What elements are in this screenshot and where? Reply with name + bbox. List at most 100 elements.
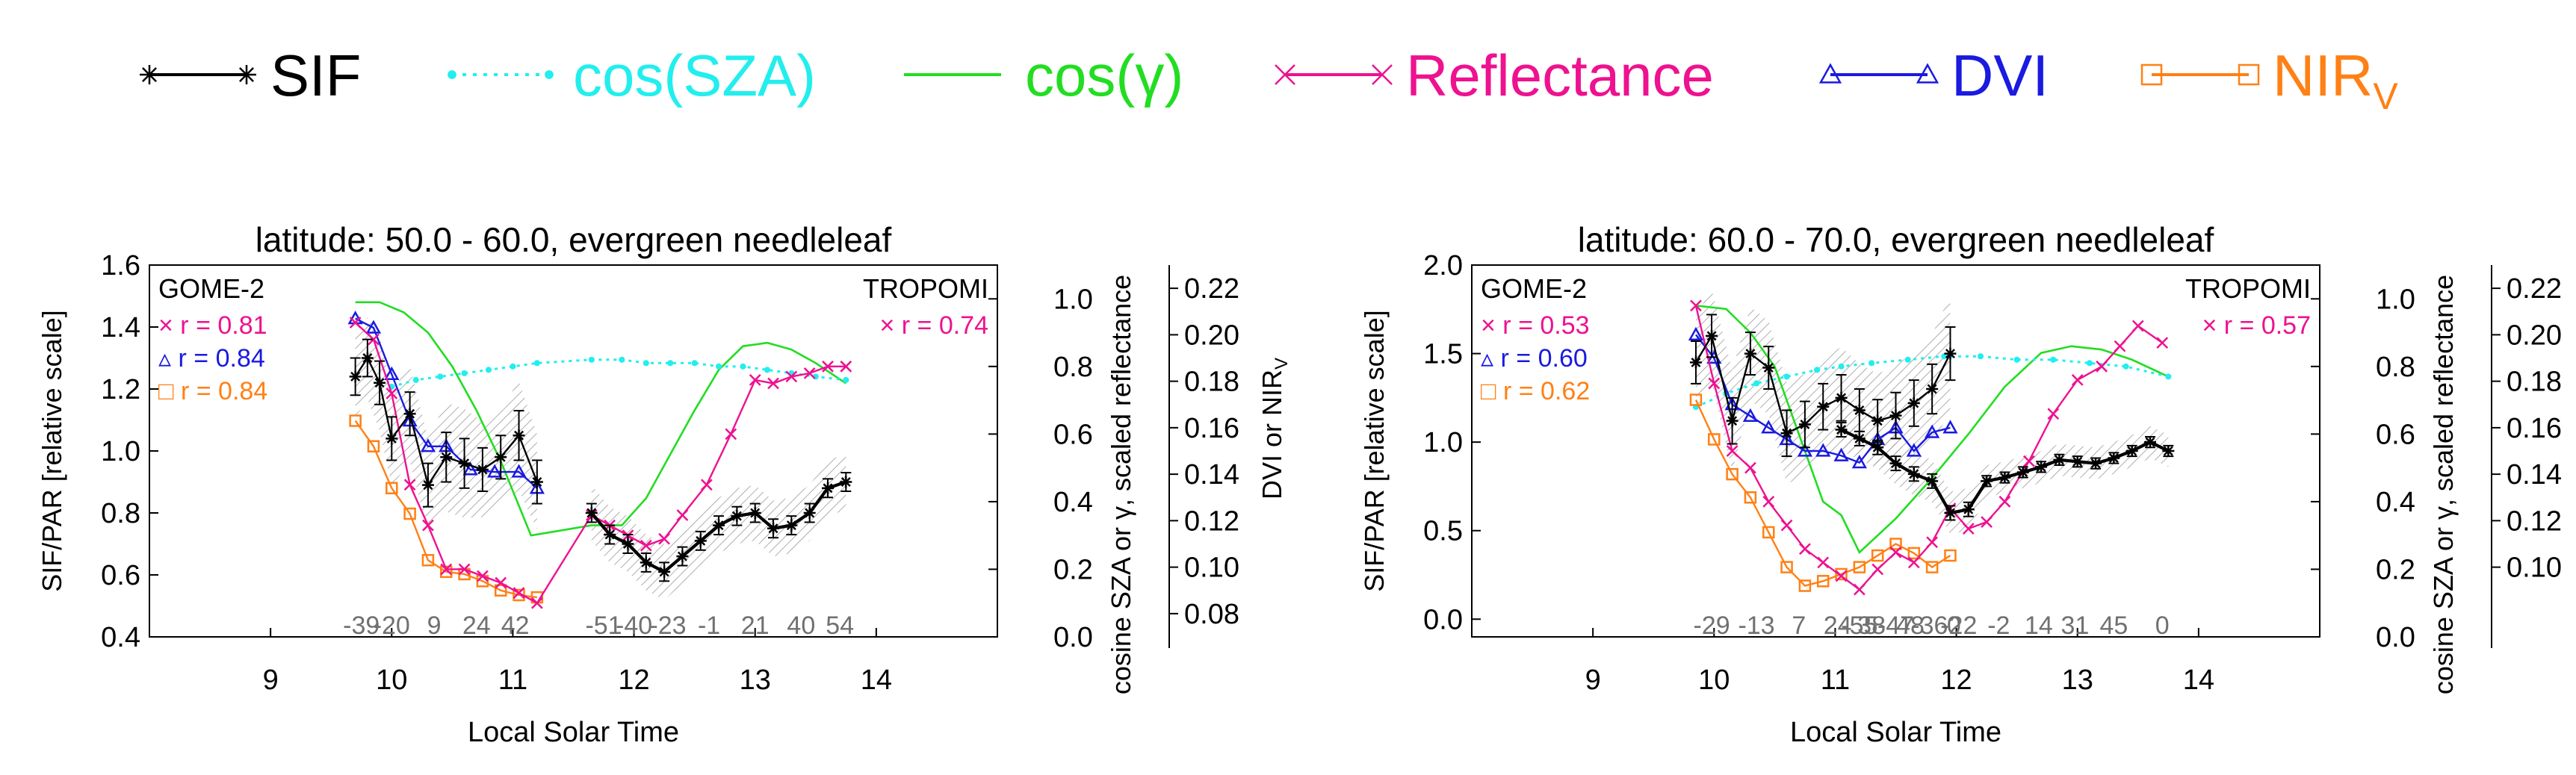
nirv-series-point — [421, 554, 435, 567]
uncertainty-band — [1841, 408, 2169, 535]
legend-marker-start — [140, 65, 159, 84]
x-tick-label: 13 — [740, 664, 771, 696]
correlation-label: □ r = 0.62 — [1481, 377, 1590, 405]
legend-label: DVI — [1951, 43, 2049, 108]
gamma-annotation: -55 — [1841, 611, 1877, 640]
nirv-series-point — [1944, 549, 1957, 562]
chart-panel-right: 9 10 11 12 13 14 Local Solar Time 0.0 0.5 1.0 1.5 2… — [1359, 220, 2562, 748]
y-axis-label: SIF/PAR [relative scale] — [1359, 310, 1390, 591]
cos-gamma-series-line — [1695, 305, 2169, 554]
reflectance-series-point — [2131, 320, 2144, 332]
reflectance-series-point — [1708, 377, 1721, 390]
cos-sza-series-point — [843, 376, 849, 383]
legend-marker-end — [545, 70, 554, 79]
reflectance-series-point — [1926, 536, 1939, 549]
cos-sza-series-point — [1783, 373, 1790, 380]
reflectance-series-point — [2096, 360, 2108, 373]
dvi-series-point — [1797, 443, 1813, 457]
legend-item-dvi: DVI — [1818, 43, 2049, 108]
gamma-annotations: -29 -13 7 24 38 48 0 -55 -47-36-22 -2 14 31 45 0 — [1693, 611, 2169, 640]
nirv-series-point — [494, 584, 507, 597]
sif-gome2-series-points-point — [458, 457, 471, 470]
y-axis-cosine: 0.0 0.2 0.4 0.6 0.8 1.0 cosine SZA or γ, scale… — [2311, 275, 2459, 694]
reflectance-series-point — [1799, 543, 1811, 555]
y2-tick-label: 0.0 — [2376, 622, 2415, 653]
x-tick-label: 12 — [618, 664, 649, 696]
sif-gome2-series — [1690, 314, 1956, 458]
cos-sza-series-point — [2086, 360, 2093, 367]
sif-tropomi-series-points-point — [2035, 461, 2048, 473]
sif-gome2-series-points-point — [386, 432, 398, 445]
cos-gamma-series — [1695, 305, 2169, 554]
cos-sza-series-line — [391, 358, 846, 388]
reflectance-series-point — [477, 570, 489, 582]
y-axis-cosine: 0.0 0.2 0.4 0.6 0.8 1.0 cosine SZA or γ, scale… — [988, 275, 1136, 694]
x-axis: 9 10 11 12 13 14 Local Solar Time — [1585, 628, 2214, 748]
sif-tropomi-series-points-point — [713, 519, 725, 532]
gamma-annotation: -40 — [616, 611, 652, 640]
reflectance-series-point — [1871, 563, 1884, 576]
sif-gome2-series-points-point — [1744, 347, 1756, 360]
nirv-series-point — [1744, 491, 1757, 504]
sif-gome2-series-points-point — [1762, 361, 1775, 374]
reflectance-series-point — [767, 377, 779, 390]
instrument-label-gome2: GOME-2 — [1481, 273, 1587, 304]
reflectance-series-point — [440, 563, 453, 576]
gamma-annotation: 48 — [1896, 611, 1925, 640]
nirv-series-point — [1835, 567, 1848, 581]
nirv-series-point — [367, 440, 380, 453]
y-axis-left: 0.4 0.6 0.8 1.0 1.2 1.4 1.6 SIF/PAR [relative s… — [37, 250, 158, 653]
legend-marker-end — [1916, 63, 1939, 84]
sif-gome2-series-points-point — [476, 463, 489, 476]
reflectance-series-point — [749, 374, 761, 386]
legend-label: cos(γ) — [1025, 43, 1183, 108]
reflectance-series-point — [840, 360, 852, 373]
sif-tropomi-series-points-point — [731, 510, 743, 523]
sif-tropomi-series-points-point — [622, 538, 634, 550]
gamma-annotation: 24 — [1824, 611, 1852, 640]
chart-title: latitude: 50.0 - 60.0, evergreen needlel… — [256, 220, 892, 259]
plot-frame — [1471, 264, 2320, 638]
cos-sza-series-point — [667, 360, 674, 367]
cos-sza-series-point — [412, 376, 419, 383]
reflectance-series-point — [495, 576, 507, 589]
gamma-annotation: 7 — [1792, 611, 1806, 640]
y-axis-left: 0.0 0.5 1.0 1.5 2.0 SIF/PAR [relative scale] — [1359, 250, 1481, 635]
nirv-series-point — [440, 565, 453, 579]
y-tick-label: 0.6 — [101, 560, 140, 591]
reflectance-series-point — [2047, 408, 2060, 420]
x-tick-label: 11 — [498, 664, 527, 696]
cos-sza-series-point — [510, 363, 516, 370]
y2-tick-label: 1.0 — [2376, 284, 2415, 315]
x-tick-label: 9 — [263, 664, 279, 696]
correlation-label: □ r = 0.84 — [158, 377, 267, 405]
y-tick-label: 1.4 — [101, 312, 140, 343]
y2-tick-label: 0.4 — [1053, 487, 1093, 518]
reflectance-series-point — [1907, 556, 1920, 569]
y3-tick-label: 0.18 — [1184, 367, 1239, 398]
y2-axis-label: cosine SZA or γ, scaled reflectance — [1106, 275, 1136, 694]
cos-sza-series-point — [1838, 363, 1845, 370]
reflectance-series-point — [700, 479, 713, 491]
cos-sza-series-point — [588, 356, 595, 363]
cos-sza-series-point — [619, 356, 625, 363]
y3-tick-label: 0.20 — [1184, 320, 1239, 351]
reflectance-series-point — [1762, 496, 1775, 508]
reflectance-series-point — [658, 532, 670, 545]
sif-gome2-series-points-point — [1726, 414, 1739, 427]
y3-tick-label: 0.12 — [2507, 505, 2562, 537]
reflectance-series-point — [349, 317, 362, 329]
reflectance-series-point — [2114, 340, 2126, 352]
cos-sza-series-point — [1814, 367, 1821, 373]
correlation-label: × r = 0.53 — [1481, 311, 1590, 340]
gamma-annotation: -39 — [343, 611, 380, 640]
sif-tropomi-series-points-point — [2125, 445, 2138, 457]
dvi-series-point — [1851, 454, 1867, 469]
gamma-annotation: -36 — [1911, 611, 1948, 640]
sif-tropomi-series-points-point — [2016, 466, 2029, 479]
sif-gome2-series-points — [1689, 329, 1957, 440]
y-tick-label: 0.4 — [101, 622, 140, 653]
nirv-series-point — [1780, 561, 1793, 573]
cos-sza-series-point — [1977, 353, 1984, 360]
